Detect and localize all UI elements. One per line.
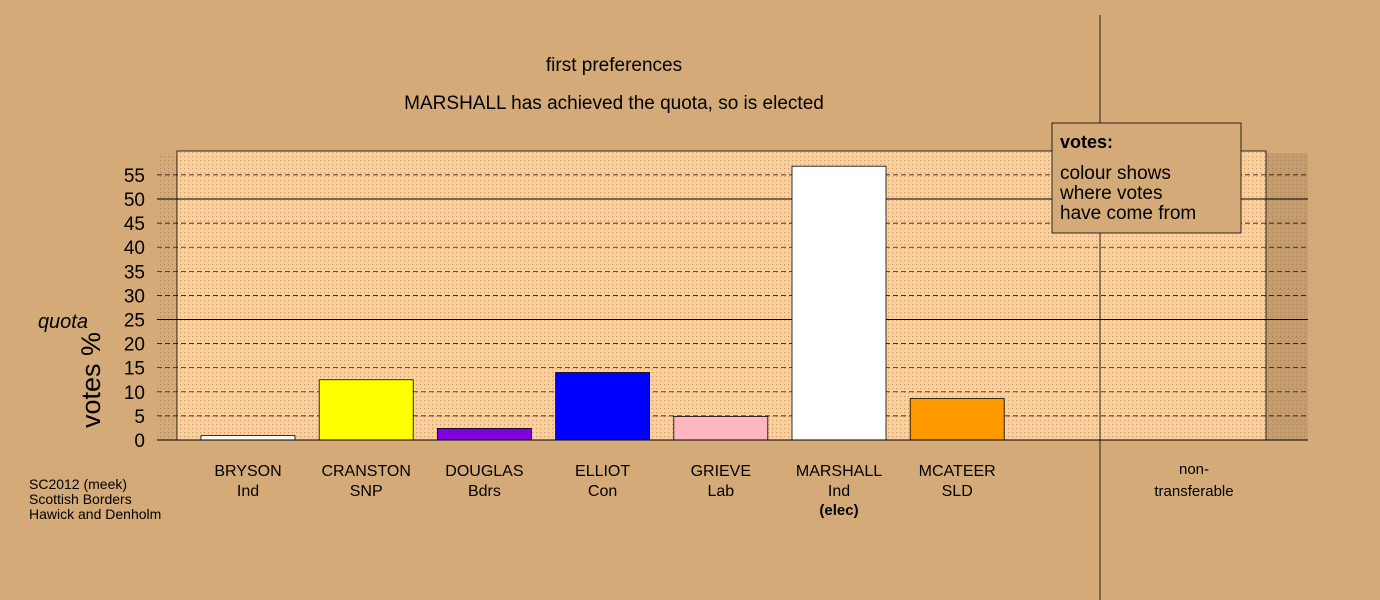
bar-cranston xyxy=(318,379,414,441)
legend-line-3: have come from xyxy=(1060,203,1196,224)
x-label-party: Lab xyxy=(707,483,734,500)
x-axis-labels: BRYSON Ind CRANSTON SNP DOUGLAS Bdrs ELLIOT Con… xyxy=(214,461,1233,519)
footer-line-3: Hawick and Denholm xyxy=(29,506,161,522)
bar-mcateer xyxy=(909,398,1005,441)
x-label-name: CRANSTON xyxy=(321,463,411,480)
y-tick-label: 0 xyxy=(134,431,145,452)
x-label-name: GRIEVE xyxy=(691,463,751,480)
x-label-party: SNP xyxy=(350,483,383,500)
x-label-party: Bdrs xyxy=(468,483,501,500)
plot-right-strip-dots xyxy=(1266,153,1308,440)
legend-box xyxy=(1051,122,1242,234)
footer-line-1: SC2012 (meek) xyxy=(29,476,127,492)
chart-title: first preferences xyxy=(546,55,682,76)
x-label-nontransferable-1: non- xyxy=(1179,461,1209,478)
bar-bryson xyxy=(200,435,296,441)
bar-elliot xyxy=(555,372,650,441)
y-tick-label: 25 xyxy=(124,311,145,332)
y-tick-label: 5 xyxy=(134,407,145,428)
y-tick-label: 35 xyxy=(124,262,145,283)
y-tick-label: 20 xyxy=(124,335,145,356)
y-tick-label: 30 xyxy=(124,286,145,307)
x-label-party: Ind xyxy=(828,483,850,500)
x-label-party: Con xyxy=(588,483,617,500)
y-tick-label: 15 xyxy=(124,359,145,380)
y-tick-label: 50 xyxy=(124,190,145,211)
y-tick-label: 40 xyxy=(124,238,145,259)
x-label-nontransferable-2: transferable xyxy=(1154,483,1233,500)
quota-label: quota xyxy=(38,311,88,333)
bar-marshall xyxy=(791,165,887,441)
y-tick-label: 55 xyxy=(124,166,145,187)
bars xyxy=(200,165,1005,441)
x-label-name: BRYSON xyxy=(214,463,281,480)
legend-line-1: colour shows xyxy=(1060,163,1171,184)
x-label-party: Ind xyxy=(237,483,259,500)
x-label-party: SLD xyxy=(942,483,973,500)
chart-subtitle: MARSHALL has achieved the quota, so is e… xyxy=(404,93,824,114)
y-tick-label: 10 xyxy=(124,383,145,404)
bar-douglas xyxy=(436,428,532,441)
footer-line-2: Scottish Borders xyxy=(29,491,132,507)
x-label-name: MARSHALL xyxy=(796,463,882,480)
x-label-name: ELLIOT xyxy=(575,463,630,480)
x-label-name: DOUGLAS xyxy=(445,463,523,480)
x-label-name: MCATEER xyxy=(919,463,996,480)
legend: votes: colour shows where votes have com… xyxy=(1051,122,1242,234)
bar-grieve xyxy=(673,415,769,441)
y-tick-label: 45 xyxy=(124,214,145,235)
y-axis-ticks: 0 5 10 15 20 25 30 35 40 45 50 55 xyxy=(124,166,145,452)
y-axis-label: votes % xyxy=(76,332,106,428)
legend-heading: votes: xyxy=(1060,132,1113,152)
legend-line-2: where votes xyxy=(1059,183,1162,204)
x-label-note: (elec) xyxy=(819,502,858,519)
